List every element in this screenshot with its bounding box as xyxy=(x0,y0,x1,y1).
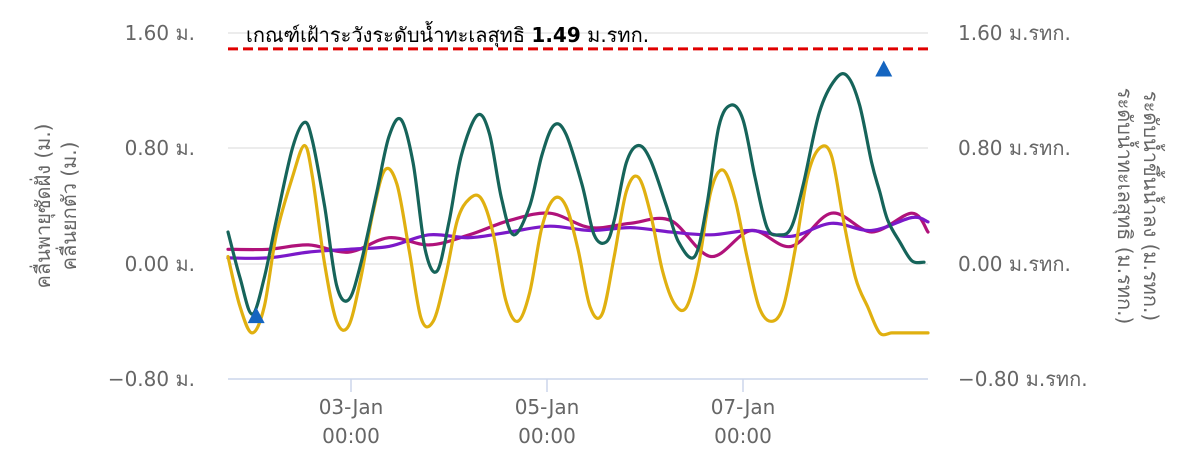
threshold-label-value: 1.49 xyxy=(531,23,580,47)
left-axis-title-line-1: คลื่นพายุซัดฝั่ง (ม.) xyxy=(29,124,56,289)
right-axis-title-line-1: ระดับน้ำทะเลสุทธิ (ม.รทก.) xyxy=(1112,88,1139,325)
left-y-tick-2: 0.80 ม. xyxy=(125,136,195,160)
left-axis-title: คลื่นพายุซัดฝั่ง (ม.) คลื่นยกตัว (ม.) xyxy=(29,124,81,289)
right-y-tick-2: 0.80 ม.รทก. xyxy=(958,136,1071,160)
series-layer xyxy=(226,72,930,337)
right-y-tick-4: −0.80 ม.รทก. xyxy=(958,367,1088,391)
x-ticks: 03-Jan 00:00 05-Jan 00:00 07-Jan 00:00 xyxy=(319,379,776,448)
x-tick-date-2: 05-Jan xyxy=(515,395,580,419)
left-y-tick-4: −0.80 ม. xyxy=(108,367,195,391)
series-line-surge xyxy=(226,211,930,259)
right-axis-title: ระดับน้ำทะเลสุทธิ (ม.รทก.) ระดับน้ำขึ้นน… xyxy=(1112,88,1165,325)
x-tick-date-3: 07-Jan xyxy=(711,395,776,419)
left-y-ticks: 1.60 ม. 0.80 ม. 0.00 ม. −0.80 ม. xyxy=(108,21,195,391)
marker-max xyxy=(875,60,893,77)
x-tick-date-1: 03-Jan xyxy=(319,395,384,419)
x-tick-time-2: 00:00 xyxy=(518,424,576,448)
series-line-net xyxy=(226,72,926,316)
threshold-label-prefix: เกณฑ์เฝ้าระวังระดับน้ำทะเลสุทธิ xyxy=(246,21,531,48)
right-axis-title-line-2: ระดับน้ำขึ้นน้ำลง (ม.รทก.) xyxy=(1139,91,1165,321)
series-line-setup xyxy=(226,215,930,260)
x-tick-time-3: 00:00 xyxy=(714,424,772,448)
left-y-tick-3: 0.00 ม. xyxy=(125,252,195,276)
left-axis-title-line-2: คลื่นยกตัว (ม.) xyxy=(55,142,81,271)
right-y-tick-3: 0.00 ม.รทก. xyxy=(958,252,1071,276)
right-y-ticks: 1.60 ม.รทก. 0.80 ม.รทก. 0.00 ม.รทก. −0.8… xyxy=(958,21,1088,391)
x-tick-time-1: 00:00 xyxy=(322,424,380,448)
threshold-label-suffix: ม.รทก. xyxy=(581,23,649,47)
marker-layer xyxy=(247,60,893,324)
marker-min xyxy=(247,307,265,324)
right-y-tick-1: 1.60 ม.รทก. xyxy=(958,21,1071,45)
left-y-tick-1: 1.60 ม. xyxy=(125,21,195,45)
threshold-label: เกณฑ์เฝ้าระวังระดับน้ำทะเลสุทธิ 1.49 ม.ร… xyxy=(246,21,649,48)
series-line-tide xyxy=(226,143,930,337)
